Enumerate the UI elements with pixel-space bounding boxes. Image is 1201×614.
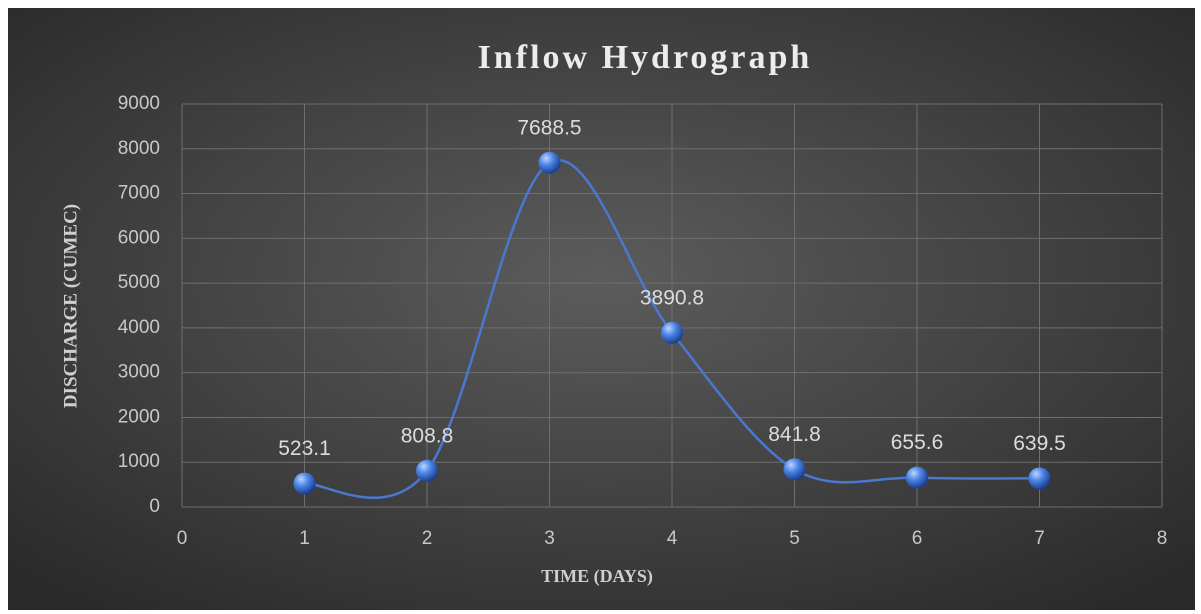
x-tick-label: 6: [912, 528, 923, 549]
data-point: [661, 321, 683, 344]
data-label: 639.5: [1013, 432, 1066, 455]
y-tick-label: 2000: [118, 406, 160, 427]
y-tick-label: 8000: [118, 138, 160, 159]
x-tick-label: 2: [422, 528, 433, 549]
y-tick-label: 0: [149, 496, 160, 517]
x-tick-label: 5: [789, 528, 800, 549]
data-point: [1028, 467, 1051, 490]
x-tick-label: 7: [1034, 528, 1045, 549]
data-point: [416, 459, 438, 482]
y-tick-label: 1000: [118, 451, 160, 472]
data-point: [783, 458, 806, 481]
y-tick-label: 4000: [118, 317, 160, 338]
data-label: 655.6: [891, 431, 944, 454]
data-label: 523.1: [278, 437, 331, 460]
x-tick-label: 3: [544, 528, 555, 549]
chart-title: Inflow Hydrograph: [478, 39, 813, 76]
x-tick-label: 1: [299, 528, 310, 549]
data-label: 7688.5: [517, 116, 581, 139]
data-label: 808.8: [401, 424, 454, 447]
data-point: [906, 466, 928, 489]
y-tick-label: 7000: [118, 183, 160, 204]
data-label: 3890.8: [640, 286, 704, 309]
y-tick-label: 9000: [118, 93, 160, 114]
y-tick-label: 3000: [118, 362, 160, 383]
chart-background: [8, 8, 1195, 610]
x-tick-label: 8: [1157, 528, 1168, 549]
x-tick-label: 0: [177, 528, 188, 549]
y-tick-label: 5000: [118, 272, 160, 293]
x-tick-label: 4: [667, 528, 678, 549]
y-tick-label: 6000: [118, 227, 160, 248]
x-axis-label: TIME (DAYS): [541, 566, 653, 587]
data-point: [538, 151, 561, 174]
y-axis-label: DISCHARGE (CUMEC): [60, 204, 81, 408]
data-label: 841.8: [768, 423, 821, 446]
data-point: [293, 472, 316, 495]
